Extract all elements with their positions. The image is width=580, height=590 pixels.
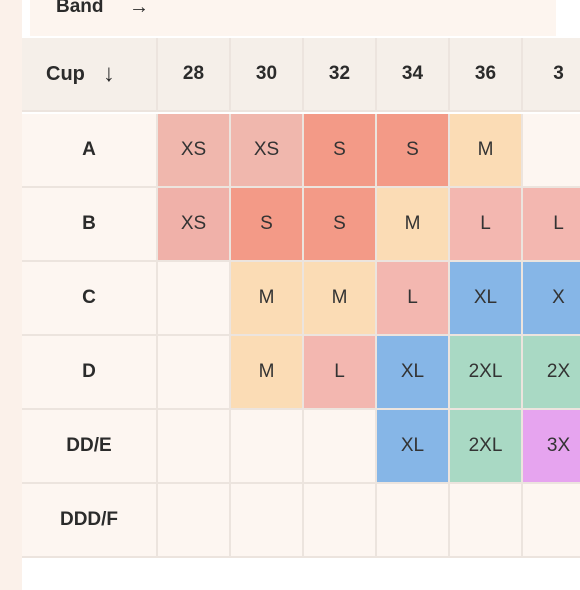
band-label: Band xyxy=(56,0,104,17)
size-cell: XS xyxy=(158,188,231,262)
size-cell xyxy=(304,484,377,558)
band-size-header: 30 xyxy=(231,38,304,112)
size-cell: S xyxy=(304,188,377,262)
size-cell xyxy=(523,484,580,558)
band-size-header: 36 xyxy=(450,38,523,112)
cup-size-label: C xyxy=(22,262,158,336)
size-cell: XL xyxy=(377,336,450,410)
size-cell: M xyxy=(304,262,377,336)
size-cell: L xyxy=(450,188,523,262)
size-cell xyxy=(158,484,231,558)
size-cell xyxy=(523,114,580,188)
size-cell: XS xyxy=(158,114,231,188)
size-cell: S xyxy=(231,188,304,262)
size-cell xyxy=(231,484,304,558)
size-cell: M xyxy=(450,114,523,188)
size-cell: L xyxy=(377,262,450,336)
band-size-header: 34 xyxy=(377,38,450,112)
size-cell: S xyxy=(377,114,450,188)
size-cell xyxy=(158,410,231,484)
cup-size-label: B xyxy=(22,188,158,262)
size-cell xyxy=(304,410,377,484)
cup-header-label: Cup xyxy=(46,62,85,85)
size-cell: XL xyxy=(377,410,450,484)
size-cell: 3X xyxy=(523,410,580,484)
cup-size-label: D xyxy=(22,336,158,410)
size-cell xyxy=(158,262,231,336)
size-cell: L xyxy=(523,188,580,262)
size-cell: X xyxy=(523,262,580,336)
band-size-header: 28 xyxy=(158,38,231,112)
size-cell xyxy=(158,336,231,410)
band-size-header: 3 xyxy=(523,38,580,112)
band-header: Band → xyxy=(30,0,556,36)
size-cell: M xyxy=(231,262,304,336)
size-cell: S xyxy=(304,114,377,188)
size-cell: 2XL xyxy=(450,410,523,484)
size-chart-frame: Band → Cup ↓ 28 30 32 34 36 3 A XS XS S S M B XS S S M L… xyxy=(22,0,580,590)
cup-size-label: A xyxy=(22,114,158,188)
size-cell: XS xyxy=(231,114,304,188)
band-size-header: 32 xyxy=(304,38,377,112)
cup-size-label: DD/E xyxy=(22,410,158,484)
cup-size-label: DDD/F xyxy=(22,484,158,558)
size-cell: L xyxy=(304,336,377,410)
right-arrow-icon: → xyxy=(129,0,149,18)
size-cell: M xyxy=(377,188,450,262)
size-cell xyxy=(377,484,450,558)
size-cell: 2XL xyxy=(450,336,523,410)
size-cell: M xyxy=(231,336,304,410)
cup-column-header: Cup ↓ xyxy=(22,38,158,112)
size-cell xyxy=(231,410,304,484)
size-cell: XL xyxy=(450,262,523,336)
down-arrow-icon: ↓ xyxy=(102,60,115,87)
size-cell: 2X xyxy=(523,336,580,410)
size-cell xyxy=(450,484,523,558)
